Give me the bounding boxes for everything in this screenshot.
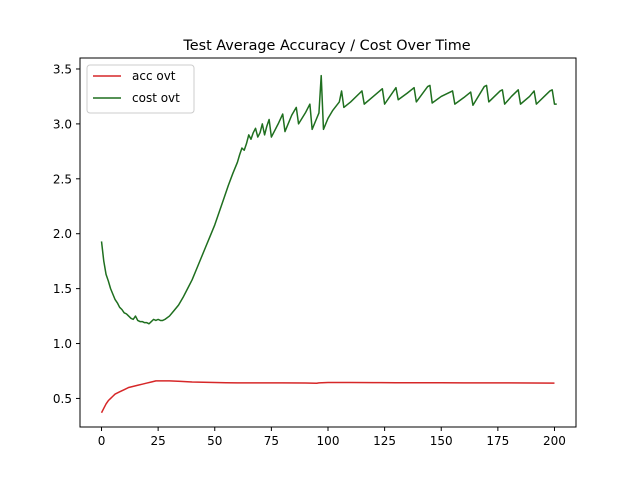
series-line-acc-ovt — [100, 380, 555, 414]
chart-title: Test Average Accuracy / Cost Over Time — [182, 38, 470, 54]
x-tick-label: 25 — [150, 434, 165, 448]
y-tick-label: 1.5 — [53, 282, 72, 296]
x-tick-label: 75 — [264, 434, 279, 448]
x-tick-label: 150 — [430, 434, 453, 448]
x-axis: 0 25 50 75 100 125 150 175 200 — [98, 427, 566, 448]
y-tick-label: 2.0 — [53, 227, 72, 241]
legend-box — [86, 64, 195, 114]
x-tick-label: 0 — [98, 434, 106, 448]
x-tick-label: 200 — [543, 434, 566, 448]
y-tick-label: 2.5 — [53, 172, 72, 186]
x-tick-label: 50 — [207, 434, 222, 448]
x-tick-label: 125 — [373, 434, 396, 448]
series-layer — [100, 74, 557, 414]
y-tick-label: 1.0 — [53, 337, 72, 351]
y-tick-label: 0.5 — [53, 392, 72, 406]
legend-label-cost-ovt: cost ovt — [132, 91, 180, 105]
x-tick-label: 100 — [317, 434, 340, 448]
series-line-cost-ovt — [100, 74, 557, 325]
x-tick-label: 175 — [486, 434, 509, 448]
y-tick-label: 3.0 — [53, 117, 72, 131]
y-axis: 0.5 1.0 1.5 2.0 2.5 3.0 3.5 — [53, 62, 80, 406]
legend: acc ovt cost ovt — [86, 64, 195, 114]
legend-label-acc-ovt: acc ovt — [132, 69, 176, 83]
y-tick-label: 3.5 — [53, 62, 72, 76]
